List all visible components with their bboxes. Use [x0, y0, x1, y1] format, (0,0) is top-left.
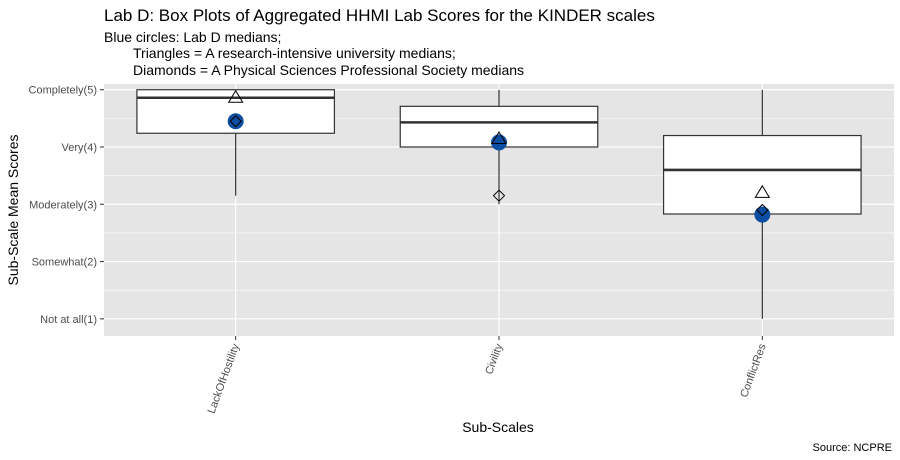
chart-title: Lab D: Box Plots of Aggregated HHMI Lab …	[104, 6, 655, 25]
x-tick-label: LackOfHostility	[206, 342, 243, 416]
y-tick-label: Very(4)	[62, 142, 97, 154]
x-axis-title: Sub-Scales	[462, 419, 534, 435]
y-tick-label: Not at all(1)	[40, 314, 97, 326]
y-axis-title: Sub-Scale Mean Scores	[5, 135, 21, 286]
chart-subtitle-line-3: Diamonds = A Physical Sciences Professio…	[133, 62, 524, 78]
research-university-median-triangle	[754, 184, 771, 198]
box-plots	[136, 89, 862, 319]
research-university-median-triangle	[227, 89, 244, 103]
research-university-median-triangle	[491, 131, 507, 145]
median-markers	[227, 89, 771, 223]
professional-society-median-diamond	[756, 203, 769, 217]
lab-d-median-circle	[491, 134, 507, 151]
x-tick-label: Civility	[483, 342, 505, 376]
professional-society-median-diamond	[492, 189, 506, 202]
lab-d-median-circle	[227, 113, 244, 130]
y-tick-label: Moderately(3)	[29, 199, 97, 211]
source-caption: Source: NCPRE	[813, 442, 892, 454]
y-tick-label: Completely(5)	[29, 85, 97, 97]
y-tick-label: Somewhat(2)	[32, 257, 97, 269]
box-ConflictRes	[662, 134, 862, 215]
chart-subtitle-line-1: Blue circles: Lab D medians;	[104, 29, 281, 45]
x-tick-label: ConflictRes	[738, 342, 769, 399]
lab-d-median-circle	[754, 206, 771, 223]
professional-society-median-diamond	[229, 115, 242, 128]
chart-subtitle-line-2: Triangles = A research-intensive univers…	[133, 45, 456, 61]
